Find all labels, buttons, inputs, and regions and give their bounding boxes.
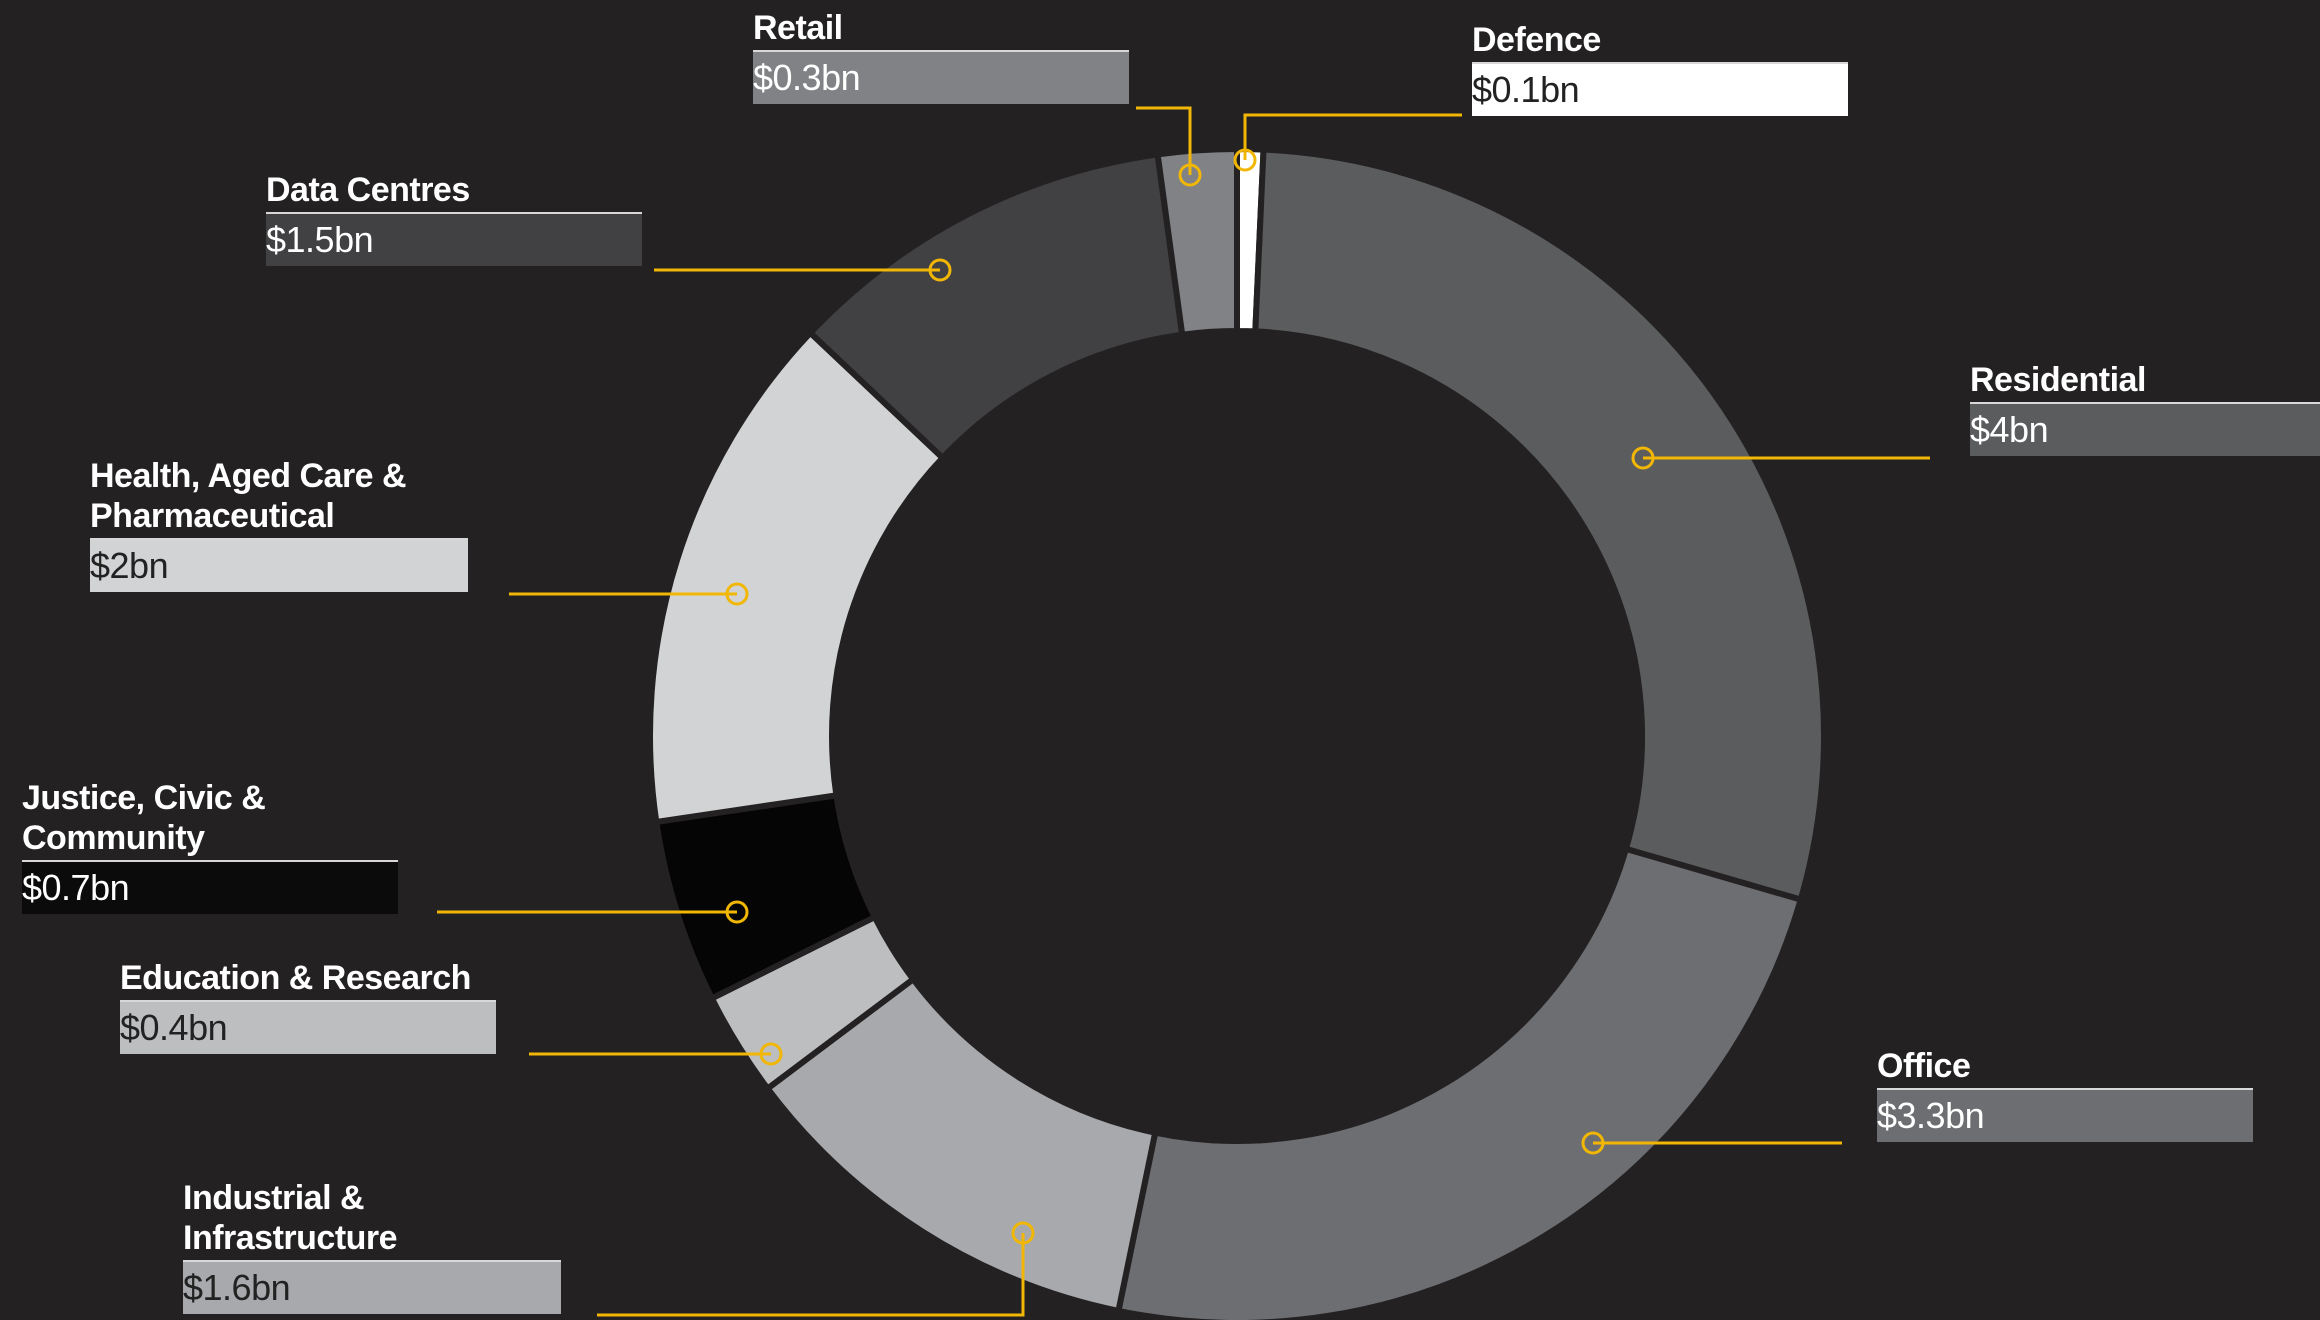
- leader-dot-data-centres: [928, 258, 952, 282]
- label-residential: Residential $4bn: [1970, 360, 2320, 456]
- leader-lines: [437, 106, 1930, 1317]
- label-retail: Retail $0.3bn: [753, 8, 1129, 104]
- label-retail-value: $0.3bn: [753, 50, 1129, 104]
- leader-dot-office: [1581, 1131, 1605, 1155]
- donut-slices: [647, 145, 1827, 1320]
- label-data-centres: Data Centres $1.5bn: [266, 170, 642, 266]
- label-defence-value: $0.1bn: [1472, 62, 1848, 116]
- label-retail-name: Retail: [753, 9, 843, 47]
- label-industrial: Industrial & Infrastructure $1.6bn: [183, 1178, 561, 1314]
- label-health-name-line1: Health, Aged Care &: [90, 457, 407, 495]
- label-health-name-line2: Pharmaceutical: [90, 497, 335, 535]
- label-education: Education & Research $0.4bn: [120, 958, 496, 1054]
- label-justice-value: $0.7bn: [22, 860, 398, 914]
- leader-line-retail: [1136, 106, 1192, 175]
- leader-dot-defence: [1233, 148, 1257, 172]
- leader-line-defence: [1243, 113, 1462, 160]
- label-justice: Justice, Civic & Community $0.7bn: [22, 778, 398, 914]
- slice-health-aged-care-pharmaceutical: [647, 328, 947, 826]
- leader-dot-retail: [1178, 163, 1202, 187]
- label-education-value: $0.4bn: [120, 1000, 496, 1054]
- leader-dot-education: [759, 1042, 783, 1066]
- leader-line-industrial: [597, 1233, 1025, 1317]
- label-defence-name: Defence: [1472, 21, 1601, 59]
- label-health-value: $2bn: [90, 538, 468, 592]
- leader-dot-residential: [1631, 446, 1655, 470]
- label-office-value: $3.3bn: [1877, 1088, 2253, 1142]
- label-justice-name-line2: Community: [22, 819, 205, 857]
- leader-dot-health: [725, 582, 749, 606]
- label-data-centres-name: Data Centres: [266, 171, 470, 209]
- label-defence: Defence $0.1bn: [1472, 20, 1848, 116]
- label-industrial-name-line2: Infrastructure: [183, 1219, 398, 1257]
- label-data-centres-value: $1.5bn: [266, 212, 642, 266]
- label-residential-value: $4bn: [1970, 402, 2320, 456]
- label-education-name: Education & Research: [120, 959, 471, 997]
- label-residential-name: Residential: [1970, 361, 2146, 399]
- leader-dot-industrial: [1011, 1221, 1035, 1245]
- label-office: Office $3.3bn: [1877, 1046, 2253, 1142]
- label-health: Health, Aged Care & Pharmaceutical $2bn: [90, 456, 468, 592]
- label-industrial-value: $1.6bn: [183, 1260, 561, 1314]
- leader-dot-justice: [725, 900, 749, 924]
- slice-retail: [1154, 145, 1240, 339]
- label-justice-name-line1: Justice, Civic &: [22, 779, 266, 817]
- label-office-name: Office: [1877, 1047, 1971, 1085]
- slice-office: [1114, 845, 1805, 1320]
- slice-residential: [1252, 146, 1827, 904]
- label-industrial-name-line1: Industrial &: [183, 1179, 365, 1217]
